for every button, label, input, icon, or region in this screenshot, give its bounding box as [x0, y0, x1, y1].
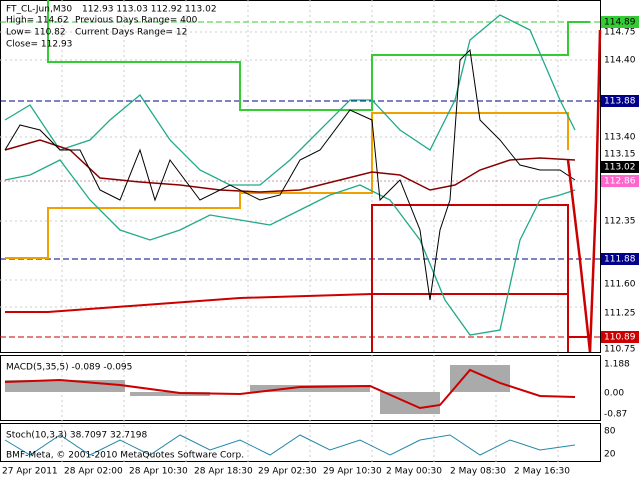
price-tag [601, 175, 639, 187]
time-label: 28 Apr 18:30 [194, 467, 253, 477]
forecast-arrow [566, 29, 602, 353]
price-tag [601, 16, 639, 28]
copyright: BMF-Meta, © 2001-2010 MetaQuotes Softwar… [6, 451, 244, 461]
price-label: 111.60 [604, 280, 636, 290]
price-tag [601, 331, 639, 343]
price-label: 113.15 [604, 150, 636, 160]
macd-label: MACD(5,35,5) -0.089 -0.095 [6, 363, 132, 373]
price-label: 112.86 [604, 177, 636, 187]
price-tag [601, 253, 639, 265]
price-label: 113.88 [604, 97, 636, 107]
low-band [371, 204, 569, 352]
price-label: 112.35 [604, 217, 636, 227]
ohlc: 112.93 113.03 112.92 113.02 [82, 5, 217, 15]
high: High= 114.62 [6, 16, 69, 26]
time-label: 2 May 16:30 [514, 467, 570, 477]
price-tag [601, 95, 639, 107]
price-label: 114.75 [604, 28, 636, 38]
high-band [47, 0, 590, 111]
main-panel [0, 0, 601, 353]
mid-band [5, 112, 569, 259]
price-label: 110.89 [604, 333, 636, 343]
lower-band [4, 159, 576, 336]
price-label: 114.40 [604, 56, 636, 66]
price-bars [4, 48, 576, 301]
cur-range: Current Days Range= 12 [75, 28, 187, 38]
price-tag [601, 161, 639, 173]
time-label: 2 May 08:30 [450, 467, 506, 477]
upper-band [4, 14, 576, 186]
macd-axis-label: 1.188 [604, 360, 630, 370]
price-label: 110.75 [604, 345, 636, 355]
macd-axis-label: -0.87 [604, 410, 627, 420]
time-label: 29 Apr 10:30 [323, 467, 382, 477]
stoch-panel [0, 423, 601, 462]
macd-axis-label: 0.00 [604, 389, 624, 399]
low: Low= 110.82 [6, 28, 66, 38]
stoch-label: Stoch(10,3,3) 38.7097 32.7198 [6, 431, 147, 441]
moving-average [4, 139, 576, 193]
time-label: 28 Apr 02:00 [64, 467, 123, 477]
time-label: 2 May 00:30 [386, 467, 442, 477]
stoch-axis-label: 20 [604, 450, 616, 460]
symbol: FT_CL-Jun,M30 [6, 5, 72, 15]
price-label: 113.02 [604, 163, 636, 173]
time-label: 28 Apr 10:30 [129, 467, 188, 477]
stoch-line [4, 434, 576, 456]
time-label: 27 Apr 2011 [2, 467, 58, 477]
price-label: 111.25 [604, 309, 636, 319]
price-label: 113.40 [604, 133, 636, 143]
time-label: 29 Apr 02:30 [258, 467, 317, 477]
stoch-axis-label: 80 [604, 427, 616, 437]
close: Close= 112.93 [6, 40, 72, 50]
prev-range: Previous Days Range= 400 [75, 16, 198, 26]
macd-signal [4, 368, 576, 410]
price-label: 111.88 [604, 255, 636, 265]
price-label: 114.89 [604, 18, 636, 28]
